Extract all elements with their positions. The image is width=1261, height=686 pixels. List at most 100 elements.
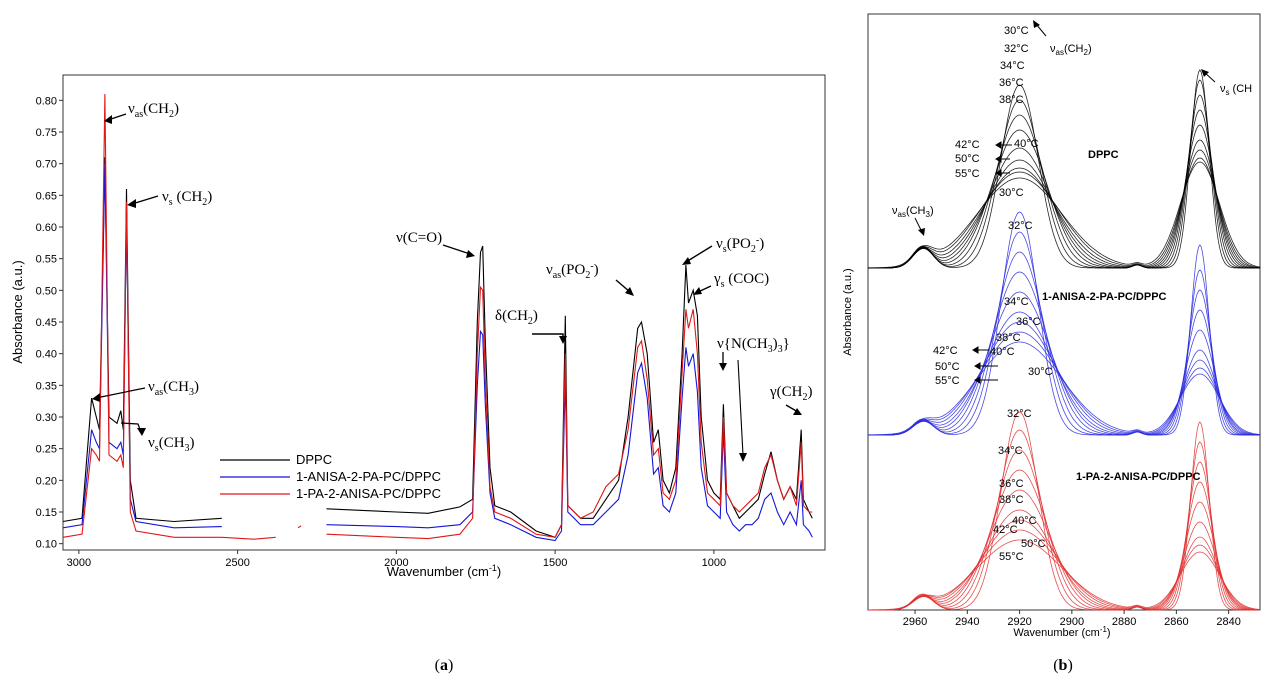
ann-ys-coc: γs (COC) <box>713 271 769 290</box>
b-curve-2-3 <box>868 469 1260 611</box>
chart-b-x-axis-label-sup: -1 <box>1100 625 1108 634</box>
ann-gamma-ch2-arrowhead <box>793 408 802 415</box>
ann-v-n-ch3-arrowhead2 <box>739 453 747 462</box>
chart-a-legend: DPPC 1-ANISA-2-PA-PC/DPPC 1-PA-2-ANISA-P… <box>220 452 441 501</box>
series-line-1 <box>62 163 813 542</box>
b-curve-0-5 <box>868 139 1260 269</box>
group-label-dppc: DPPC <box>1088 149 1119 161</box>
temp-anisa-34: 34°C <box>1004 296 1029 308</box>
ann-vs-ch2-arrow <box>131 195 159 205</box>
y-tick-label: 0.40 <box>36 349 57 361</box>
chart-b-temperature-labels: 30°C 32°C 34°C 36°C 38°C 40°C 42°C 50°C … <box>933 25 1053 563</box>
y-tick-label: 0.15 <box>36 507 57 519</box>
ann-gamma-ch2: γ(CH2) <box>769 384 812 403</box>
ann-vs-po2-arrow <box>685 245 713 263</box>
ann-b-vs-ch2: νs (CH <box>1220 83 1252 97</box>
b-curve-2-8 <box>868 539 1261 611</box>
ann-vs-ch3: νs(CH3) <box>148 435 195 454</box>
y-tick-label: 0.45 <box>36 317 57 329</box>
temp-anisa-55: 55°C <box>935 375 960 387</box>
y-tick-label: 0.55 <box>36 254 57 266</box>
ann-vco-arrow <box>442 244 471 255</box>
temp-anisa-40: 40°C <box>990 346 1015 358</box>
chart-a-x-axis: 3000 2500 2000 1500 1000 <box>67 550 726 569</box>
series-line-2 <box>62 93 813 540</box>
chart-b-plot-frame <box>867 13 1261 611</box>
b-curve-2-5 <box>868 509 1260 611</box>
temp-arrowhead-anisa-42 <box>972 346 979 354</box>
temp-anisa-38: 38°C <box>996 332 1021 344</box>
legend-label-dppc: DPPC <box>296 452 332 467</box>
x-tick-label: 1000 <box>702 557 726 569</box>
x-tick-label: 3000 <box>67 557 91 569</box>
x-tick-label: 2500 <box>225 557 249 569</box>
temp-dppc-50: 50°C <box>955 153 980 165</box>
temp-dppc-42: 42°C <box>955 139 980 151</box>
temp-dppc-38: 38°C <box>999 94 1024 106</box>
b-x-tick-label: 2920 <box>1007 616 1031 628</box>
y-tick-label: 0.60 <box>36 222 57 234</box>
temp-dppc-36: 36°C <box>999 77 1024 89</box>
chart-b-series <box>867 69 1261 611</box>
legend-label-anisa-pa: 1-ANISA-2-PA-PC/DPPC <box>296 469 441 484</box>
temp-arrowhead-dppc-42 <box>995 141 1002 149</box>
y-tick-label: 0.50 <box>36 285 57 297</box>
group-label-anisa-pa: 1-ANISA-2-PA-PC/DPPC <box>1042 291 1167 303</box>
chart-b: 2960 2940 2920 2900 2880 2860 2840 Absorbance … <box>842 13 1261 674</box>
temp-dppc-30: 30°C <box>1004 25 1029 37</box>
b-x-tick-label: 2900 <box>1060 616 1084 628</box>
ann-vco-arrowhead <box>466 250 475 258</box>
temp-pa-32: 32°C <box>1007 408 1032 420</box>
temp-arrowhead-anisa-55 <box>974 376 981 384</box>
b-curve-0-8 <box>867 161 1261 269</box>
temp-dppc-32: 32°C <box>1004 43 1029 55</box>
b-curve-1-7 <box>868 331 1261 436</box>
b-x-tick-label: 2840 <box>1216 616 1240 628</box>
b-curve-1-5 <box>868 311 1260 436</box>
chart-a-x-axis-label-main: Wavenumber (cm <box>387 564 489 579</box>
ann-vas-po2-arrowhead <box>625 287 634 296</box>
temp-pa-42: 42°C <box>993 524 1018 536</box>
temp-pa-40: 40°C <box>1012 515 1037 527</box>
y-tick-label: 0.20 <box>36 475 57 487</box>
group-label-pa-anisa: 1-PA-2-ANISA-PC/DPPC <box>1076 471 1201 483</box>
ann-v-n-ch3-arrow2 <box>737 359 744 456</box>
ann-vas-ch2-arrowhead <box>104 115 112 124</box>
b-curve-0-7 <box>868 157 1261 269</box>
y-tick-label: 0.70 <box>36 159 57 171</box>
x-tick-label: 1500 <box>543 557 567 569</box>
panel-label-a: (a) <box>435 657 454 674</box>
y-tick-label: 0.10 <box>36 539 57 551</box>
y-tick-label: 0.30 <box>36 412 57 424</box>
temp-dppc-30-lower: 30°C <box>999 187 1024 199</box>
b-curve-1-4 <box>868 291 1260 436</box>
temp-pa-55: 55°C <box>999 551 1024 563</box>
ann-b-vas-ch2-arrowhead <box>1033 20 1040 28</box>
temp-pa-38: 38°C <box>999 494 1024 506</box>
b-x-tick-label: 2860 <box>1164 616 1188 628</box>
temp-arrowhead-dppc-50 <box>995 155 1002 163</box>
temp-arrowhead-anisa-50 <box>974 362 981 370</box>
temp-dppc-40: 40°C <box>1014 138 1039 150</box>
panel-label-b: (b) <box>1053 657 1073 674</box>
b-curve-0-4 <box>868 124 1260 269</box>
ann-v-n-ch3-arrowhead1 <box>719 363 727 371</box>
b-x-tick-label: 2960 <box>903 616 927 628</box>
ann-vas-ch3-arrowhead <box>92 393 100 402</box>
temp-pa-34: 34°C <box>998 445 1023 457</box>
temp-dppc-55: 55°C <box>955 168 980 180</box>
ann-delta-ch2-arrowhead <box>559 336 567 344</box>
chart-a-plot-frame <box>62 74 826 551</box>
temp-anisa-36: 36°C <box>1016 316 1041 328</box>
b-curve-0-6 <box>868 149 1261 269</box>
b-x-tick-label: 2880 <box>1112 616 1136 628</box>
chart-a-y-axis-label: Absorbance (a.u.) <box>10 260 25 363</box>
chart-a-x-axis-label: Wavenumber (cm-1) <box>387 563 501 579</box>
ann-vco: ν(C=O) <box>396 230 442 246</box>
series-line-0 <box>62 157 813 538</box>
ann-vs-ch3-arrowhead <box>137 428 146 436</box>
b-curve-2-7 <box>867 529 1261 611</box>
chart-a-annotations: νas(CH2) νs (CH2) νas(CH3) νs(CH3) ν(C=O… <box>92 101 812 462</box>
ann-vas-ch3-arrow <box>95 387 146 399</box>
